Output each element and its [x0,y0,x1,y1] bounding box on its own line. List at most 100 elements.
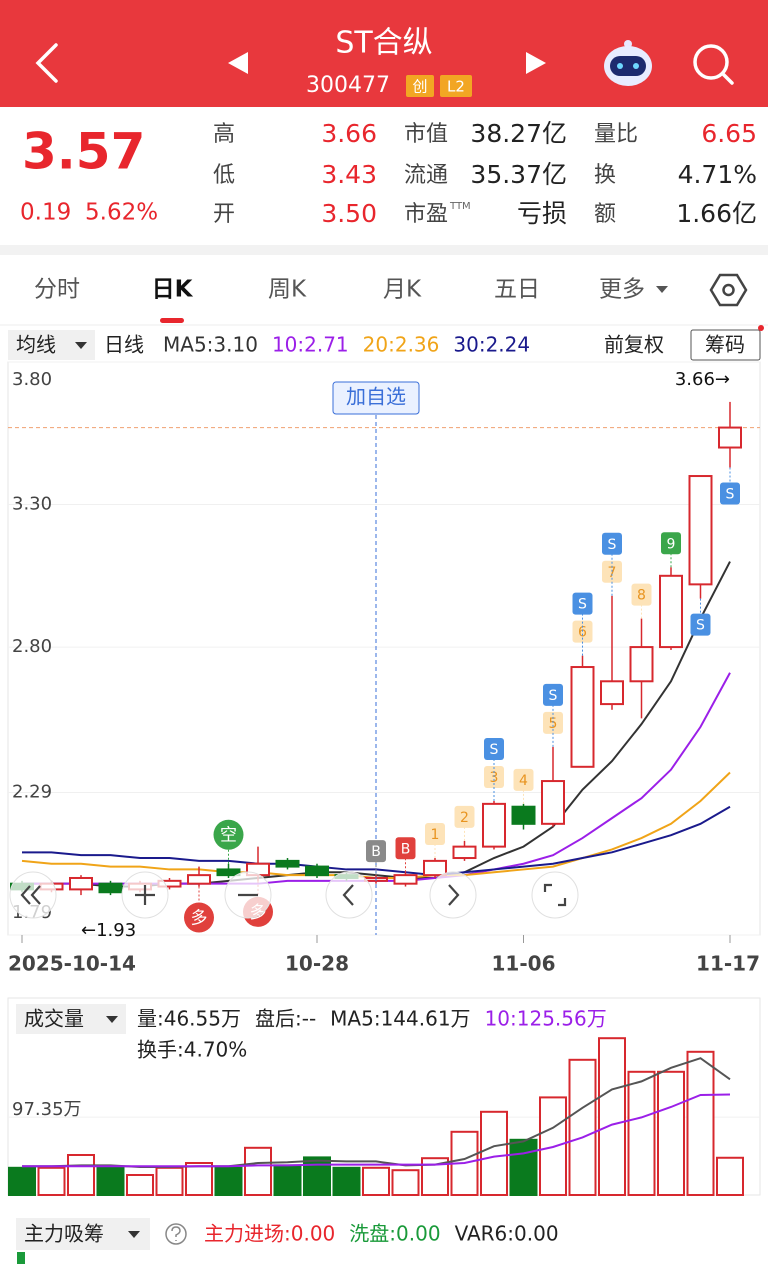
nav-right[interactable] [429,871,477,919]
candle-body [452,845,477,860]
candle-body [600,680,624,706]
dropdown-arrow [75,342,87,349]
nav-fullscreen[interactable] [531,871,579,919]
stat-value: 3.66 [321,119,377,148]
period-tabs: 分时 日K 周K 月K 五日 更多 [34,277,668,323]
candle-body [393,874,418,885]
stat-label: 开 [213,202,235,227]
stat-value: 亏损 [517,199,567,228]
candle-body [629,646,654,683]
selector-bg[interactable] [16,1004,126,1034]
candle-body [718,426,742,449]
legend-item: MA5:3.10 [163,333,258,357]
y-tick-label: 2.80 [12,636,52,657]
volume-bar [598,1037,626,1196]
y-tick-label: 97.35万 [12,1099,82,1120]
signal-label: 空 [220,826,237,846]
stat-value: 1.66亿 [676,199,757,228]
price-change: 0.19 [20,200,71,226]
signal-label: 9 [667,536,676,552]
search-button[interactable] [693,44,734,85]
badge-bg [440,75,472,97]
signal-label: 7 [608,565,617,581]
signal-badge [631,583,652,606]
volume-bar [332,1166,361,1197]
nav-left[interactable] [325,871,373,919]
signal-label: S [608,537,617,553]
tab[interactable]: 分时 [34,277,80,303]
signal-label: 6 [578,625,587,641]
candle-body [216,868,241,877]
badge-bg [406,75,434,97]
chip-button[interactable]: 筹码 [705,333,745,357]
stat-label: 低 [213,163,235,188]
volume-ma-line [22,1093,731,1168]
candle-body [187,874,211,885]
stat-value: 4.71% [678,160,757,189]
tab[interactable]: 五日 [494,277,540,303]
watch-button-bg[interactable] [332,381,420,415]
legend-item: 量:46.55万 [137,1007,241,1031]
candle-body [69,876,93,891]
stat-value: 38.27亿 [470,119,567,148]
tab[interactable]: 日K [152,277,194,303]
signal-label: 2 [460,810,469,826]
volume-chart: 97.35万 [8,1037,760,1197]
volume-bar [126,1174,154,1196]
signal-badge [602,532,622,555]
volume-bar [686,1050,715,1197]
stat-value: 35.37亿 [470,160,567,189]
stat-label: 市盈 [404,202,448,227]
signal-badge [366,840,386,863]
volume-bar [67,1154,95,1196]
back-button[interactable] [35,43,58,83]
chip-button-bg[interactable] [690,329,761,361]
signal-badge [661,532,681,555]
adjust-label[interactable]: 前复权 [604,333,664,357]
tab-underline [160,318,184,323]
volume-bar [362,1166,390,1197]
stat-value: 6.65 [701,119,757,148]
settings-button[interactable] [709,273,748,307]
signal-label: B [401,841,411,857]
robot-icon[interactable] [604,40,652,86]
stat-label: 量比 [594,122,638,147]
selector-bg[interactable] [16,1218,150,1250]
stock-code: 300477 [306,73,390,98]
signal-label: S [578,597,587,613]
watch-button[interactable]: 加自选 [346,385,406,409]
candle-body [659,574,683,649]
turnover: 换手:4.70% [137,1038,247,1062]
candle-body [570,666,595,768]
chart-nav [9,871,579,919]
help-icon[interactable] [165,1223,187,1245]
volume-legend: 量:46.55万 盘后:-- MA5:144.61万 10:125.56万 [137,1007,607,1031]
dot [758,325,764,331]
candle-body [541,780,565,825]
signal-label: 多 [191,909,208,929]
badge: 创 [412,78,427,96]
volume-bar [303,1156,331,1197]
tab[interactable]: 周K [268,277,307,303]
signal-badge [513,768,534,791]
tab[interactable]: 更多 [599,277,645,303]
volume-bar [480,1110,508,1197]
next-stock[interactable] [526,52,546,74]
volume-bar [716,1156,744,1197]
stat-label: 换 [594,163,616,188]
nav-icons [20,883,567,907]
separator [0,245,768,255]
volume-bar [96,1166,125,1197]
tab[interactable]: 月K [383,277,422,303]
signal-label: 5 [549,716,558,732]
legend-item: 盘后:-- [255,1007,316,1031]
volume-bar [509,1138,538,1197]
stat-label: 额 [594,202,616,227]
legend-item: 洗盘:0.00 [349,1222,440,1246]
prev-stock[interactable] [228,52,248,74]
candle-body [98,882,123,894]
indicator-values: 主力进场:0.00 洗盘:0.00 VAR6:0.00 [204,1222,559,1246]
volume-bar [185,1162,213,1196]
indicator-selector: 主力吸筹 [24,1222,104,1246]
